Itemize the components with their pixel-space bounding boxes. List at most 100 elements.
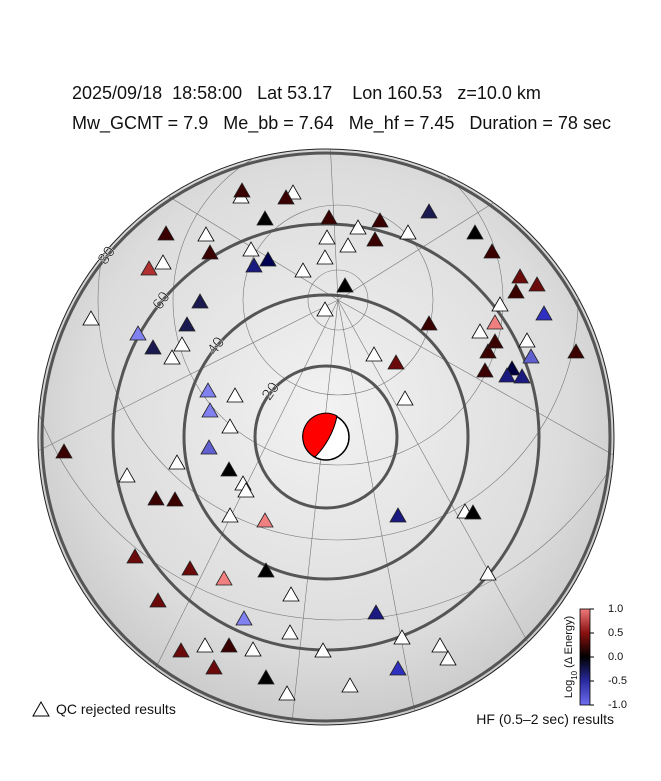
station: [172, 642, 190, 658]
station: [173, 336, 191, 352]
station: [281, 624, 299, 640]
station: [282, 586, 300, 602]
station: [191, 293, 209, 309]
station: [420, 203, 438, 219]
station: [220, 461, 238, 477]
station: [535, 305, 553, 321]
station: [479, 343, 497, 359]
station: [221, 507, 239, 523]
station: [567, 343, 585, 359]
station: [126, 548, 144, 564]
title-sub: 10: [570, 670, 579, 679]
station: [163, 349, 181, 365]
station: [278, 685, 296, 701]
station: [157, 225, 175, 241]
station: [256, 512, 274, 528]
station: [522, 348, 540, 364]
station: [371, 212, 389, 228]
distance-ring: [253, 364, 399, 510]
station: [237, 482, 255, 498]
station: [479, 565, 497, 581]
distance-ring: [182, 293, 470, 581]
station: [486, 333, 504, 349]
colorbar-ramp: [579, 608, 591, 706]
distance-ring: [40, 151, 612, 723]
station: [399, 224, 417, 240]
station: [168, 454, 186, 470]
station: [528, 276, 546, 292]
colorbar-tick-label: -0.5: [608, 675, 627, 687]
title-rest: (Δ Energy): [563, 616, 575, 671]
station: [166, 491, 184, 507]
station: [140, 260, 158, 276]
beachball: [302, 412, 350, 461]
colorbar-tick-label: 0.0: [608, 651, 623, 663]
station: [242, 241, 260, 257]
station: [257, 562, 275, 578]
station: [466, 224, 484, 240]
station: [483, 243, 501, 259]
station: [259, 251, 277, 267]
station: [118, 467, 136, 483]
colorbar-tick-label: 0.5: [608, 627, 623, 639]
station: [341, 677, 359, 693]
station: [476, 362, 494, 378]
station: [244, 641, 262, 657]
station: [336, 277, 354, 293]
station: [144, 339, 162, 355]
station: [498, 367, 516, 383]
station: [201, 402, 219, 418]
station: [389, 507, 407, 523]
station: [149, 592, 167, 608]
station: [349, 219, 367, 235]
legend: QC rejected results: [32, 700, 176, 717]
title-main: Log: [563, 680, 575, 698]
station: [491, 296, 509, 312]
station: [294, 262, 312, 278]
station: [511, 268, 529, 284]
station: [55, 443, 73, 459]
station: [507, 283, 525, 299]
station: [178, 316, 196, 332]
station: [226, 387, 244, 403]
station: [486, 314, 504, 330]
station: [256, 210, 274, 226]
station: [396, 390, 414, 406]
station: [367, 604, 385, 620]
colorbar-tick-label: -1.0: [608, 699, 627, 711]
station: [365, 346, 383, 362]
station: [245, 257, 263, 273]
station: [316, 249, 334, 265]
station: [314, 642, 332, 658]
station: [129, 325, 147, 341]
station: [387, 354, 405, 370]
station: [181, 560, 199, 576]
station: [196, 637, 214, 653]
colorbar-tick-label: 1.0: [608, 603, 623, 615]
graticule: [38, 149, 614, 725]
station: [471, 323, 489, 339]
footer: HF (0.5–2 sec) results: [476, 711, 614, 727]
station: [389, 660, 407, 676]
station: [200, 439, 218, 455]
station: [320, 209, 338, 225]
station: [513, 368, 531, 384]
colorbar-title: Log10 (Δ Energy): [563, 616, 579, 698]
station: [221, 418, 239, 434]
station: [316, 301, 334, 317]
station: [366, 231, 384, 247]
station: [393, 629, 411, 645]
header-line1: 2025/09/18 18:58:00 Lat 53.17 Lon 160.53…: [72, 83, 541, 103]
station: [439, 650, 457, 666]
station: [518, 332, 536, 348]
header-line2: Mw_GCMT = 7.9 Me_bb = 7.64 Me_hf = 7.45 …: [72, 113, 611, 134]
station: [257, 669, 275, 685]
station: [277, 189, 295, 205]
station: [464, 504, 482, 520]
station: [201, 244, 219, 260]
station: [233, 182, 251, 198]
station: [147, 490, 165, 506]
station: [431, 637, 449, 653]
